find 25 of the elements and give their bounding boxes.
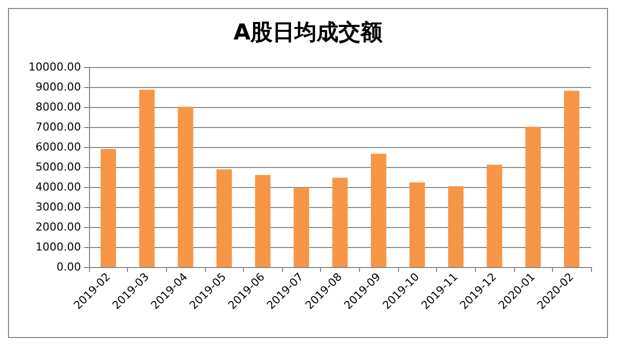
bar (294, 188, 310, 267)
y-tick-label: 9000.00 (36, 80, 81, 94)
bar (139, 90, 155, 267)
y-tick-label: 10000.00 (28, 60, 81, 74)
y-tick-label: 0.00 (56, 260, 81, 274)
y-tick-label: 4000.00 (36, 180, 81, 194)
y-tick-label: 6000.00 (36, 140, 81, 154)
bar (332, 178, 348, 267)
y-tick-label: 1000.00 (36, 240, 81, 254)
bar (525, 126, 541, 267)
y-tick-label: 3000.00 (36, 200, 81, 214)
bar (448, 186, 464, 267)
bar (486, 164, 502, 267)
y-tick-label: 8000.00 (36, 100, 81, 114)
y-tick-label: 2000.00 (36, 220, 81, 234)
bar (100, 149, 116, 267)
chart-title: A股日均成交额 (233, 20, 384, 46)
bar (255, 175, 270, 267)
bar (564, 90, 580, 267)
bar (178, 106, 194, 267)
bar (410, 182, 425, 267)
bar (370, 154, 386, 267)
y-tick-label: 7000.00 (36, 120, 81, 134)
y-tick-label: 5000.00 (36, 160, 81, 174)
bar (216, 169, 232, 267)
